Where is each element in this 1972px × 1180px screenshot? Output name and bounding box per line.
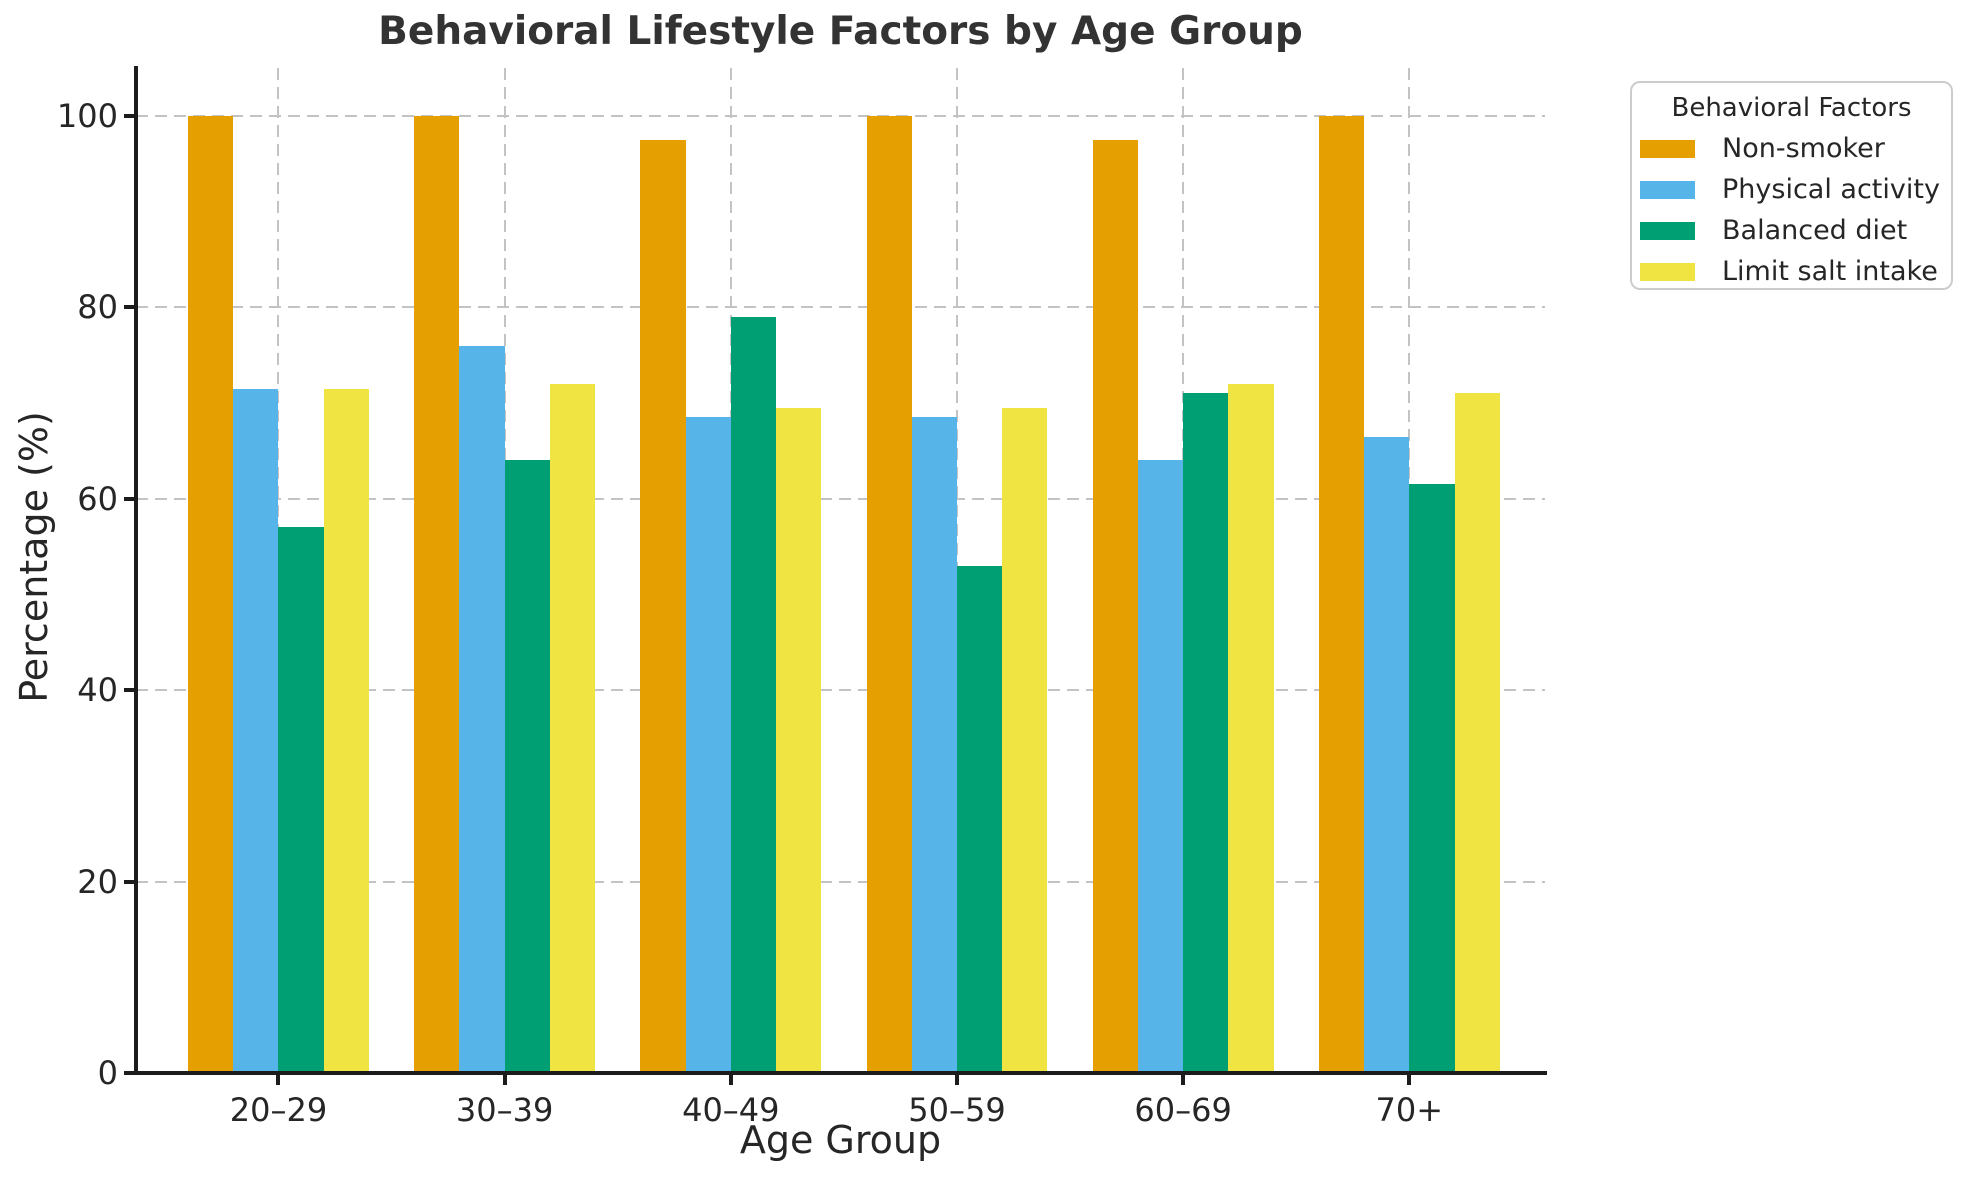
- bar-40-49-balanced-diet: [730, 316, 777, 1073]
- legend: Behavioral Factors Non-smoker Physical ac…: [1630, 81, 1953, 290]
- bar-70-physical-activity: [1364, 436, 1410, 1073]
- y-tick-label-100: 100: [56, 96, 118, 135]
- legend-items: Non-smoker Physical activity Balanced diet…: [1632, 128, 1951, 292]
- y-tick-mark-100: [124, 113, 134, 118]
- x-tick-mark-30-39: [502, 1075, 507, 1085]
- bar-70-balanced-diet: [1409, 484, 1455, 1073]
- x-tick-mark-70: [1407, 1075, 1412, 1085]
- y-axis-label: Percentage (%): [12, 411, 56, 703]
- legend-label-limit-salt-intake: Limit salt intake: [1722, 256, 1938, 287]
- y-tick-mark-40: [124, 688, 134, 693]
- x-tick-label-30-39: 30–39: [455, 1091, 554, 1129]
- x-tick-label-70: 70+: [1375, 1091, 1444, 1129]
- legend-item-non-smoker: Non-smoker: [1632, 128, 1951, 169]
- y-axis-spine: [134, 66, 138, 1075]
- bar-60-69-physical-activity: [1137, 460, 1184, 1073]
- gridline-y-40: [136, 689, 1545, 692]
- legend-label-non-smoker: Non-smoker: [1722, 133, 1885, 164]
- x-tick-mark-40-49: [728, 1075, 733, 1085]
- bar-50-59-balanced-diet: [956, 565, 1003, 1073]
- gridline-y-80: [136, 306, 1545, 309]
- y-tick-mark-60: [124, 496, 134, 501]
- legend-label-physical-activity: Physical activity: [1722, 174, 1940, 205]
- plot-area: [136, 68, 1545, 1073]
- bar-30-39-limit-salt-intake: [549, 383, 596, 1073]
- chart-title: Behavioral Lifestyle Factors by Age Grou…: [378, 9, 1303, 54]
- y-tick-mark-0: [124, 1071, 134, 1075]
- y-tick-label-20: 20: [77, 862, 118, 901]
- y-tick-label-40: 40: [77, 671, 118, 710]
- bar-30-39-physical-activity: [459, 345, 505, 1073]
- y-tick-label-80: 80: [77, 288, 118, 327]
- x-tick-mark-60-69: [1181, 1075, 1186, 1085]
- legend-swatch-balanced-diet: [1640, 221, 1695, 240]
- bar-60-69-balanced-diet: [1183, 393, 1229, 1073]
- x-tick-label-50-59: 50–59: [908, 1091, 1006, 1129]
- y-tick-mark-20: [124, 879, 134, 884]
- y-tick-mark-80: [124, 305, 134, 310]
- gridline-y-100: [136, 114, 1545, 117]
- gridline-y-20: [136, 880, 1545, 883]
- x-tick-label-20-29: 20–29: [229, 1091, 328, 1129]
- gridline-y-60: [136, 497, 1545, 500]
- x-tick-label-40-49: 40–49: [682, 1091, 780, 1129]
- legend-label-balanced-diet: Balanced diet: [1722, 215, 1908, 246]
- bar-70-limit-salt-intake: [1454, 393, 1500, 1073]
- bar-50-59-physical-activity: [911, 417, 957, 1073]
- bar-60-69-limit-salt-intake: [1228, 383, 1274, 1073]
- bar-70-non-smoker: [1318, 115, 1365, 1073]
- bar-60-69-non-smoker: [1092, 139, 1138, 1073]
- x-tick-mark-50-59: [954, 1075, 959, 1085]
- x-tick-label-60-69: 60–69: [1134, 1091, 1232, 1129]
- legend-swatch-physical-activity: [1640, 180, 1695, 199]
- bar-20-29-physical-activity: [233, 388, 279, 1073]
- legend-title: Behavioral Factors: [1671, 93, 1912, 123]
- legend-swatch-limit-salt-intake: [1640, 262, 1695, 281]
- bar-40-49-non-smoker: [640, 139, 686, 1073]
- legend-swatch-non-smoker: [1640, 139, 1695, 158]
- x-axis-label: Age Group: [739, 1118, 942, 1162]
- bar-40-49-physical-activity: [685, 417, 731, 1073]
- bar-50-59-non-smoker: [866, 115, 912, 1073]
- y-tick-label-0: 0: [97, 1054, 118, 1092]
- x-tick-mark-20-29: [276, 1075, 281, 1085]
- bar-20-29-balanced-diet: [278, 527, 324, 1073]
- bar-40-49-limit-salt-intake: [776, 407, 822, 1073]
- y-tick-label-60: 60: [77, 479, 118, 518]
- legend-item-balanced-diet: Balanced diet: [1632, 210, 1951, 251]
- bar-30-39-balanced-diet: [504, 460, 550, 1073]
- legend-item-physical-activity: Physical activity: [1632, 169, 1951, 210]
- bar-50-59-limit-salt-intake: [1002, 407, 1048, 1073]
- bar-20-29-limit-salt-intake: [323, 388, 369, 1073]
- bar-20-29-non-smoker: [188, 115, 234, 1073]
- bar-30-39-non-smoker: [414, 115, 460, 1073]
- x-axis-spine: [134, 1071, 1547, 1075]
- legend-item-limit-salt-intake: Limit salt intake: [1632, 251, 1951, 292]
